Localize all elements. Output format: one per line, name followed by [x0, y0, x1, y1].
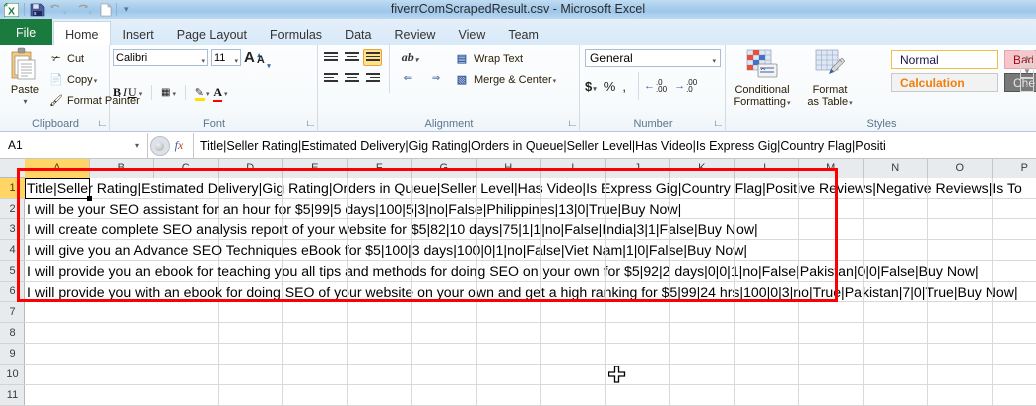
svg-text:X: X — [8, 5, 15, 17]
